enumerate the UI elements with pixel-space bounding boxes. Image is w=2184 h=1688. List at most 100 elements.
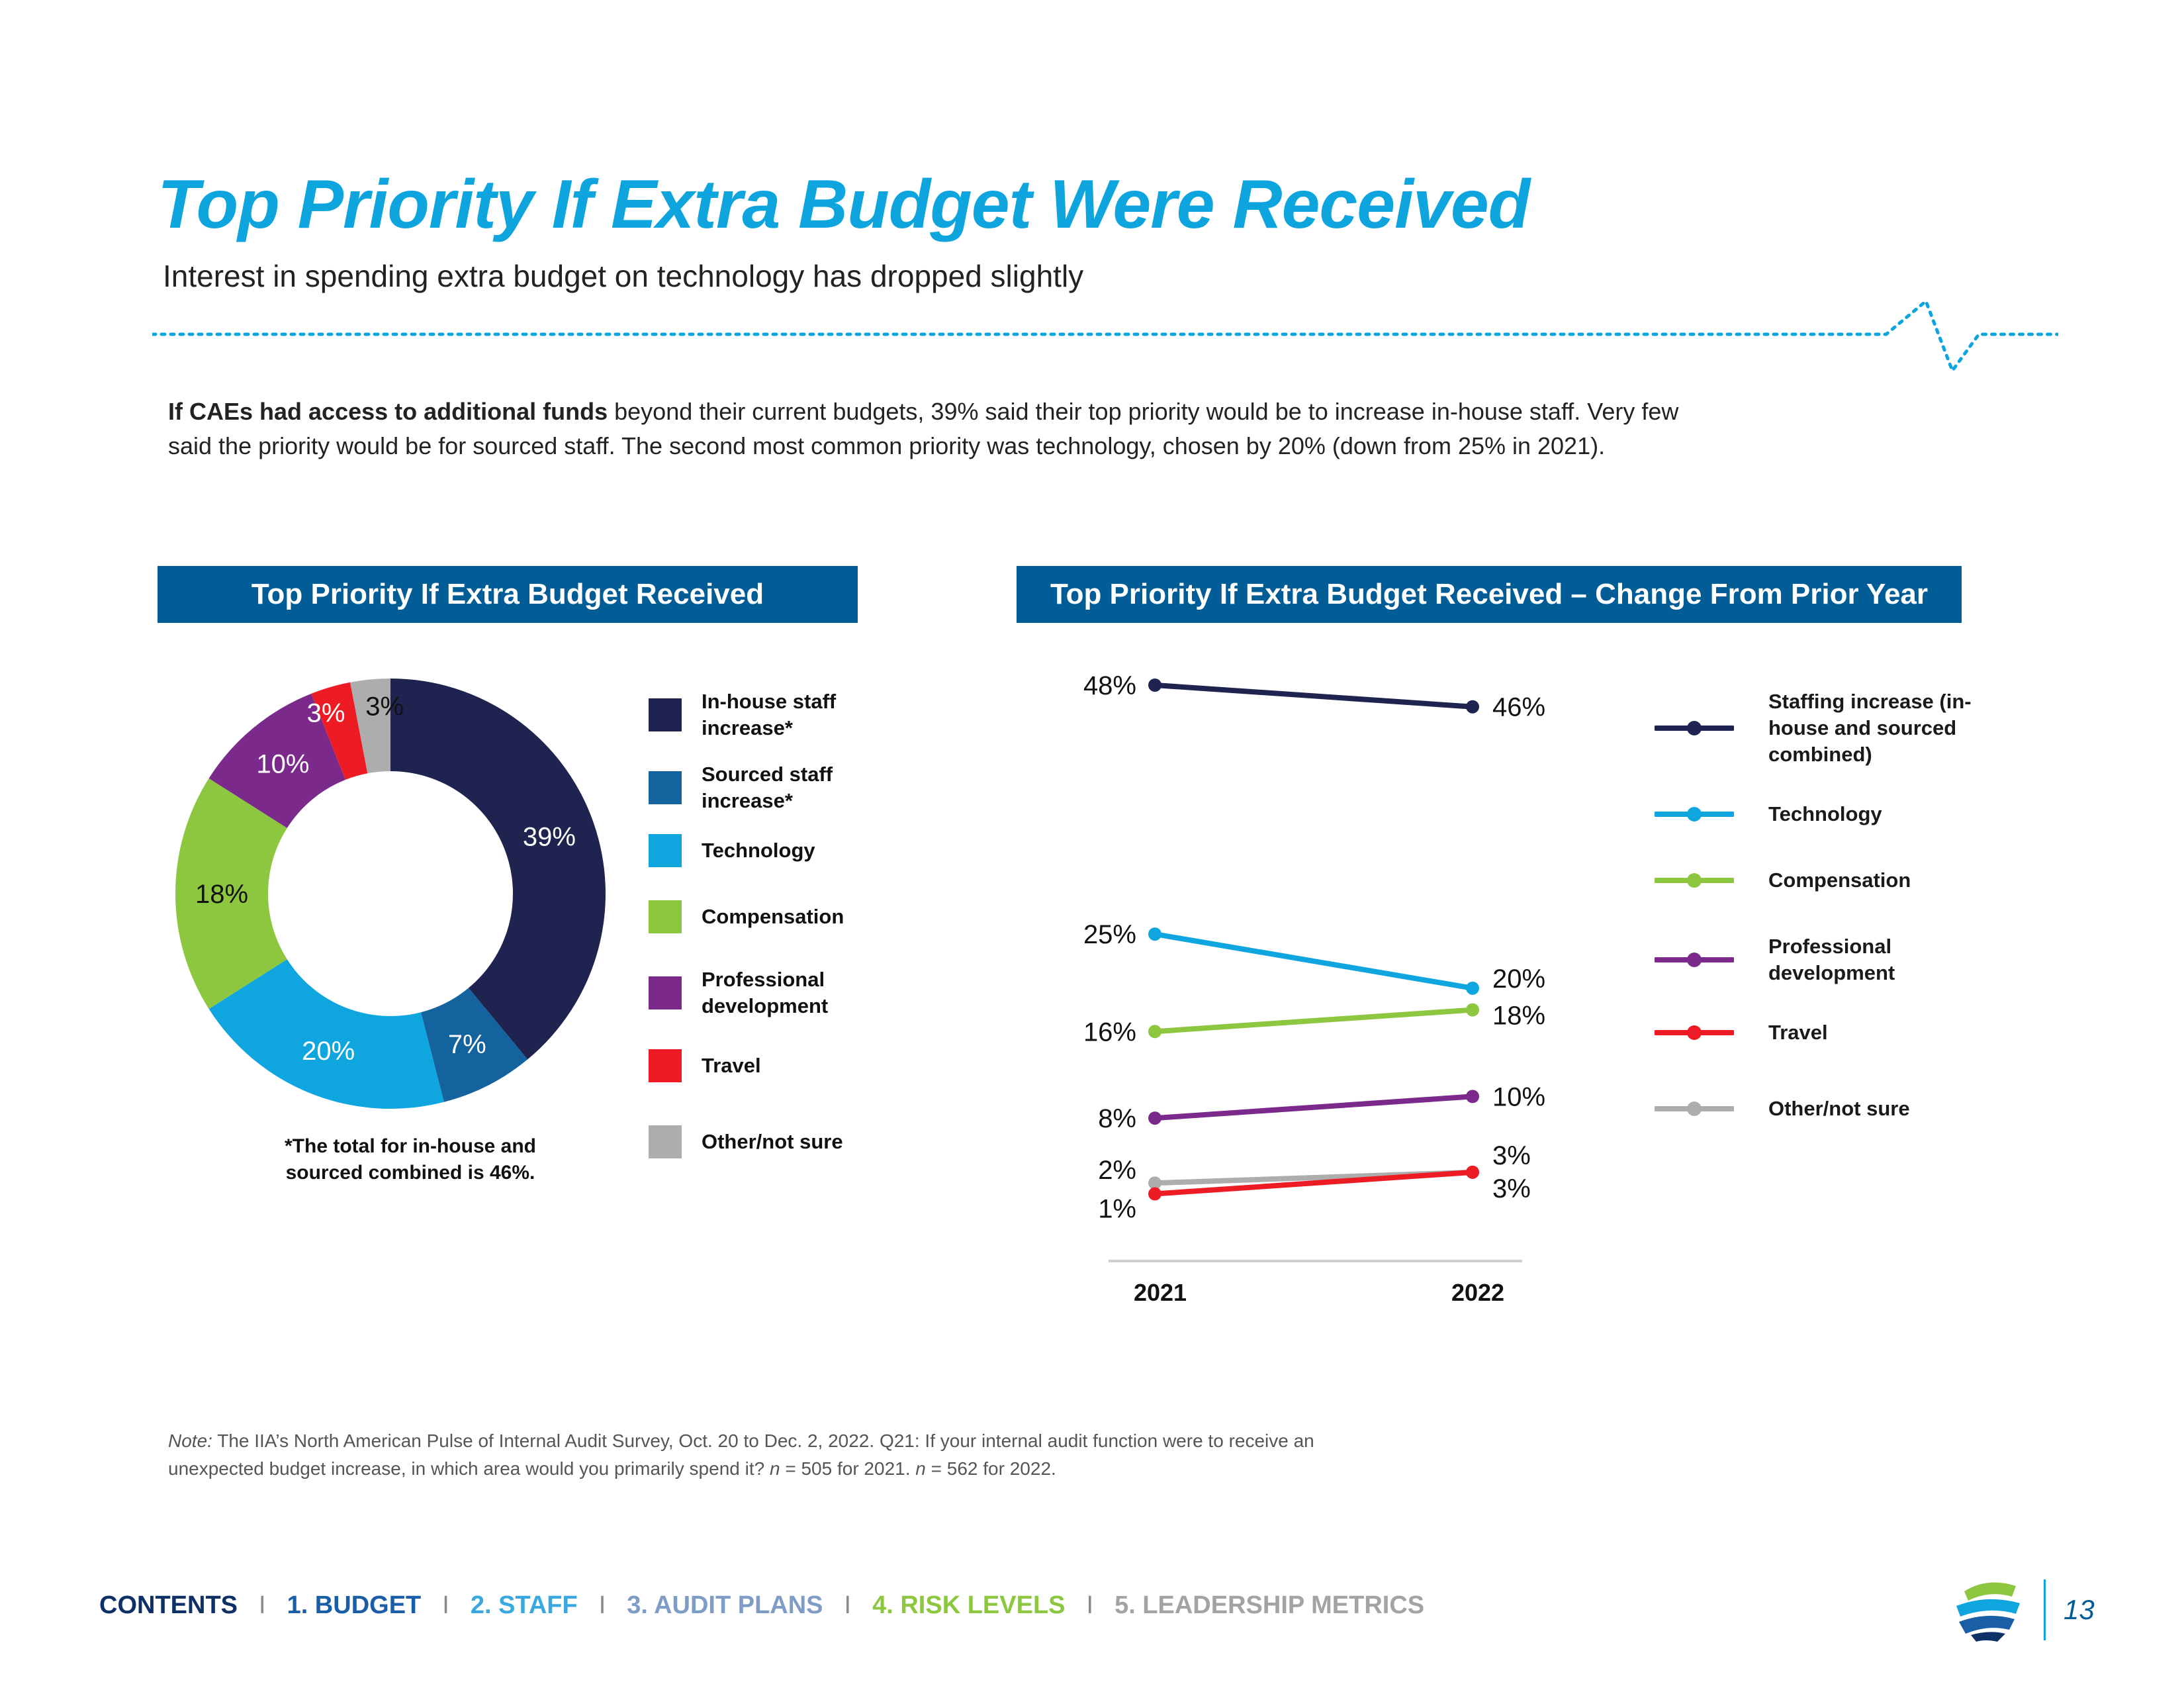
- legend-item-compensation: Compensation: [649, 900, 900, 933]
- legend-label: Technology: [702, 839, 815, 862]
- nav-link-3-audit-plans[interactable]: 3. AUDIT PLANS: [627, 1591, 823, 1619]
- donut-slice-travel: [311, 682, 368, 780]
- donut-slice-in-house-staff-increase: [390, 679, 606, 1060]
- note-n1-text: = 505 for 2021.: [780, 1458, 916, 1479]
- line-legend-item-travel: Travel: [1655, 1019, 1987, 1046]
- legend-swatch: [649, 834, 682, 867]
- donut-label-compensation: 18%: [195, 880, 248, 909]
- series-point-travel-2021: [1148, 1187, 1161, 1201]
- legend-swatch: [649, 976, 682, 1009]
- footer-nav: CONTENTS I 1. BUDGET I 2. STAFF I 3. AUDIT PLA…: [99, 1591, 1424, 1620]
- data-label-other-not-sure-2021: 2%: [1098, 1156, 1136, 1185]
- donut-label-technology: 20%: [302, 1037, 355, 1066]
- source-note: Note: The IIA’s North American Pulse of …: [168, 1427, 1359, 1483]
- line-legend-swatch: [1655, 1025, 1734, 1040]
- line-legend-label: Other/not sure: [1768, 1097, 1910, 1120]
- data-label-travel-2022: 3%: [1492, 1174, 1531, 1203]
- legend-item-travel: Travel: [649, 1049, 900, 1082]
- x-tick-label-2022: 2022: [1451, 1279, 1504, 1306]
- nav-separator: I: [259, 1591, 266, 1619]
- series-point-staffing-increase-in-house-and-sourced-combined-2022: [1466, 700, 1479, 714]
- nav-separator: I: [844, 1591, 852, 1619]
- donut-slice-technology: [208, 959, 444, 1109]
- series-line-professional-development: [1154, 1094, 1473, 1121]
- line-chart-header: Top Priority If Extra Budget Received – …: [1017, 566, 1962, 623]
- donut-legend: In-house staff increase* Sourced staff in…: [649, 682, 913, 1172]
- legend-item-other-not-sure: Other/not sure: [649, 1125, 900, 1158]
- nav-link-2-staff[interactable]: 2. STAFF: [470, 1591, 578, 1619]
- donut-label-travel: 3%: [307, 698, 345, 727]
- legend-label: In-house staff increase*: [702, 690, 837, 739]
- donut-slice-other-not-sure: [350, 679, 390, 774]
- nav-link-5-leadership-metrics[interactable]: 5. LEADERSHIP METRICS: [1115, 1591, 1425, 1619]
- data-label-technology-2022: 20%: [1492, 964, 1545, 994]
- data-label-technology-2021: 25%: [1083, 920, 1136, 949]
- line-legend-swatch: [1655, 1102, 1734, 1116]
- donut-slice-professional-development: [208, 693, 345, 828]
- line-legend-label: Staffing increase (in-house and sourced …: [1768, 690, 1972, 766]
- series-point-professional-development-2021: [1148, 1111, 1161, 1125]
- series-point-compensation-2022: [1466, 1003, 1479, 1017]
- series-point-travel-2022: [1466, 1165, 1479, 1179]
- series-line-compensation: [1154, 1007, 1473, 1035]
- legend-label: Travel: [702, 1054, 761, 1077]
- donut-chart-header: Top Priority If Extra Budget Received: [158, 566, 858, 623]
- data-label-compensation-2021: 16%: [1083, 1017, 1136, 1047]
- nav-link-1-budget[interactable]: 1. BUDGET: [287, 1591, 422, 1619]
- series-line-staffing-increase-in-house-and-sourced-combined: [1154, 682, 1473, 710]
- series-point-technology-2021: [1148, 927, 1161, 941]
- page-title: Top Priority If Extra Budget Were Receiv…: [158, 166, 1530, 243]
- series-point-technology-2022: [1466, 981, 1479, 995]
- donut-label-sourced-staff-increase: 7%: [448, 1030, 486, 1059]
- nav-separator: I: [442, 1591, 449, 1619]
- line-legend-swatch: [1655, 953, 1734, 967]
- dotted-divider: [152, 298, 2058, 375]
- series-line-technology: [1154, 931, 1473, 991]
- line-legend: Staffing increase (in-house and sourced …: [1655, 682, 1985, 1145]
- series-point-professional-development-2022: [1466, 1090, 1479, 1103]
- note-text: The IIA’s North American Pulse of Intern…: [168, 1430, 1314, 1479]
- line-chart: 2021 2022 2% 3% 1% 3% 8% 10% 16% 18% 25% 20% 48% 46%: [1083, 671, 1545, 1306]
- data-label-staffing-increase-in-house-and-sourced-combined-2021: 48%: [1083, 671, 1136, 700]
- line-legend-label: Professional development: [1768, 935, 1895, 984]
- data-label-travel-2021: 1%: [1098, 1195, 1136, 1224]
- page-number: 13: [2064, 1594, 2095, 1625]
- donut-slice-sourced-staff-increase: [421, 988, 528, 1102]
- data-label-compensation-2022: 18%: [1492, 1002, 1545, 1031]
- legend-label: Other/not sure: [702, 1130, 843, 1153]
- donut-label-in-house-staff-increase: 39%: [523, 823, 576, 852]
- legend-label: Compensation: [702, 905, 844, 928]
- nav-link-contents[interactable]: CONTENTS: [99, 1591, 238, 1619]
- legend-swatch: [649, 1049, 682, 1082]
- nav-separator: I: [1086, 1591, 1094, 1619]
- data-label-professional-development-2021: 8%: [1098, 1104, 1136, 1133]
- note-n2-text: = 562 for 2022.: [925, 1458, 1056, 1479]
- line-legend-item-other-not-sure: Other/not sure: [1655, 1096, 1987, 1122]
- series-point-staffing-increase-in-house-and-sourced-combined-2021: [1148, 679, 1161, 692]
- iia-logo-icon: [1956, 1582, 2020, 1642]
- series-point-compensation-2021: [1148, 1025, 1161, 1039]
- intro-bold: If CAEs had access to additional funds: [168, 398, 608, 425]
- legend-swatch: [649, 698, 682, 731]
- footer-rule: [2044, 1579, 2046, 1640]
- data-label-professional-development-2022: 10%: [1492, 1082, 1545, 1111]
- line-legend-item-technology: Technology: [1655, 801, 1987, 827]
- series-line-travel: [1154, 1169, 1473, 1197]
- line-legend-item-compensation: Compensation: [1655, 867, 1987, 894]
- data-label-other-not-sure-2022: 3%: [1492, 1141, 1531, 1170]
- x-tick-label-2021: 2021: [1134, 1279, 1187, 1306]
- donut-label-professional-development: 10%: [256, 750, 309, 779]
- legend-swatch: [649, 1125, 682, 1158]
- legend-item-in-house-staff-increase: In-house staff increase*: [649, 688, 900, 741]
- data-label-staffing-increase-in-house-and-sourced-combined-2022: 46%: [1492, 693, 1545, 722]
- legend-label: Sourced staff increase*: [702, 763, 833, 812]
- line-legend-swatch: [1655, 807, 1734, 821]
- legend-item-technology: Technology: [649, 834, 900, 867]
- legend-swatch: [649, 771, 682, 804]
- note-n1-label: n: [769, 1458, 780, 1479]
- series-point-other-not-sure-2021: [1148, 1176, 1161, 1190]
- line-legend-swatch: [1655, 873, 1734, 888]
- nav-link-4-risk-levels[interactable]: 4. RISK LEVELS: [872, 1591, 1066, 1619]
- intro-text: beyond their current budgets, 39% said t…: [168, 398, 1679, 459]
- legend-swatch: [649, 900, 682, 933]
